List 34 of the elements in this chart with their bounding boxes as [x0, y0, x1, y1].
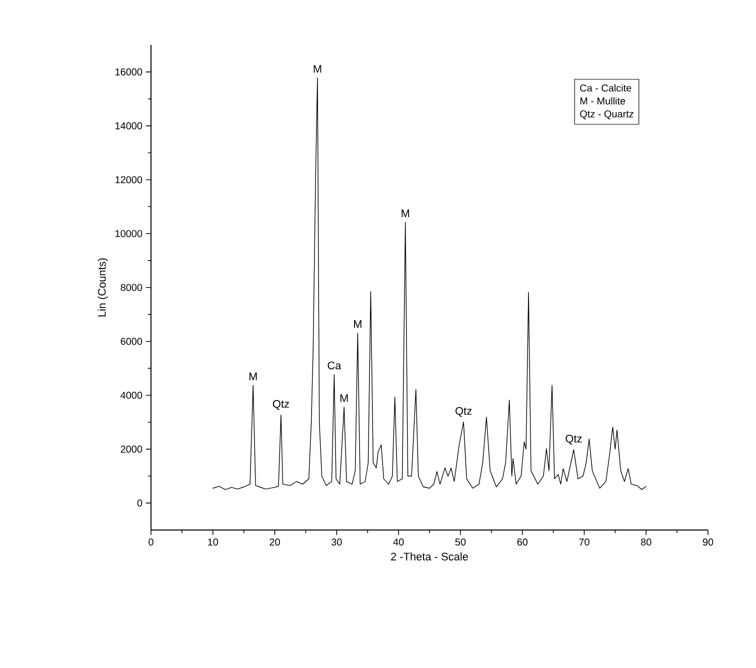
y-tick-label: 0 [137, 500, 142, 507]
annotation: M [249, 372, 257, 380]
annotation: Qtz [272, 400, 289, 410]
y-tick-label: 6000 [120, 338, 142, 345]
x-axis-title: 2 -Theta - Scale [391, 552, 468, 560]
x-tick-label: 70 [579, 538, 590, 546]
annotation: M [340, 394, 348, 402]
annotation: Qtz [456, 407, 472, 417]
x-tick-label: 50 [455, 538, 466, 546]
y-tick-label: 8000 [120, 284, 142, 292]
y-tick-label: 14000 [116, 122, 142, 130]
annotation: Ca [328, 362, 342, 370]
annotation: Qtz - Quartz [580, 110, 634, 120]
annotation: Ca - Calcite [580, 84, 632, 92]
x-tick-label: 20 [270, 538, 280, 546]
annotation: Qtz [566, 434, 582, 444]
x-tick-label: 90 [702, 538, 714, 546]
x-tick-label: 40 [393, 538, 404, 546]
x-tick-label: 10 [208, 538, 218, 546]
y-tick-label: 4000 [120, 392, 142, 399]
x-tick-label: 80 [641, 538, 652, 546]
line-series [212, 78, 646, 490]
y-tick-label: 10000 [116, 230, 142, 238]
annotation: M [354, 320, 362, 328]
x-tick-label: 30 [332, 538, 342, 546]
y-tick-label: 16000 [116, 68, 142, 76]
y-tick-label: 12000 [116, 176, 142, 184]
x-tick-label: 0 [148, 538, 154, 546]
y-axis-title: Lin (Counts) [98, 258, 108, 316]
y-tick-label: 2000 [120, 446, 142, 453]
annotation: M [314, 65, 322, 73]
annotation: M [402, 210, 410, 218]
annotation: M - Mullite [580, 97, 626, 105]
x-tick-label: 60 [517, 538, 528, 546]
